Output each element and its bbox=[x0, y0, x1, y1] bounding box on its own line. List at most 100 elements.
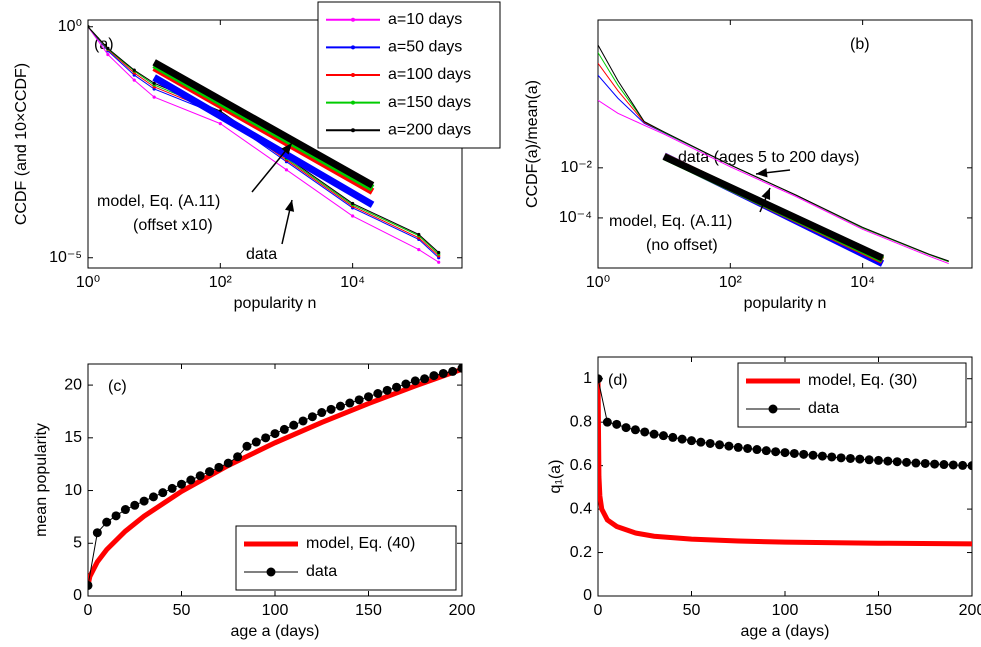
y-tick-label: 5 bbox=[73, 534, 82, 551]
data-point bbox=[920, 458, 930, 468]
model-line bbox=[152, 59, 375, 189]
legend-marker bbox=[351, 45, 355, 50]
data-point bbox=[307, 412, 317, 422]
data-point bbox=[351, 201, 355, 206]
data-point bbox=[392, 382, 402, 392]
legend-label: a=100 days bbox=[388, 66, 471, 83]
data-point bbox=[132, 68, 136, 72]
x-tick-label: 50 bbox=[173, 602, 191, 619]
data-point bbox=[410, 376, 420, 386]
data-point bbox=[401, 379, 411, 389]
model-line bbox=[662, 153, 885, 262]
data-point bbox=[649, 429, 659, 439]
data-point bbox=[752, 445, 762, 455]
data-point bbox=[132, 78, 136, 82]
annotation: (offset x10) bbox=[133, 217, 213, 234]
x-axis-label: age a (days) bbox=[741, 623, 830, 640]
data-point bbox=[92, 528, 102, 538]
series-line bbox=[598, 44, 949, 262]
panel: 10⁰ 10² 10⁴ 10⁻⁵ 10⁰ popularity n CCDF (and 10… bbox=[13, 1, 501, 312]
data-point bbox=[658, 431, 668, 441]
data-point bbox=[761, 446, 771, 456]
panel: 0 50 100 150 200 0 0.2 0.4 0.6 0.8 1 age a (days) q₁… bbox=[547, 356, 981, 640]
panel: 10⁰ 10² 10⁴ 10⁻⁴ 10⁻² popularity n CCDF(a)/mea… bbox=[524, 19, 973, 312]
x-tick-label: 150 bbox=[355, 602, 382, 619]
series-line bbox=[598, 378, 972, 547]
data-point bbox=[382, 385, 392, 395]
plot-area bbox=[88, 364, 462, 590]
legend-label: a=50 days bbox=[388, 39, 462, 56]
data-point bbox=[420, 374, 430, 384]
data-point bbox=[696, 437, 706, 447]
annotation: model, Eq. (A.11) bbox=[97, 193, 220, 210]
data-point bbox=[242, 441, 252, 451]
y-tick-label: 0 bbox=[73, 587, 82, 604]
data-point bbox=[251, 437, 261, 447]
y-axis-label: CCDF(a)/mean(a) bbox=[524, 80, 541, 208]
data-point bbox=[289, 420, 299, 430]
legend-marker bbox=[351, 100, 355, 105]
data-point bbox=[602, 417, 612, 427]
x-tick-label: 10² bbox=[209, 274, 233, 291]
data-point bbox=[743, 443, 753, 453]
model-line bbox=[152, 74, 375, 208]
panel: 0 50 100 150 200 0 5 10 15 20 age a (days) mean pop… bbox=[33, 363, 476, 640]
arrow-head bbox=[761, 188, 771, 200]
plot-area bbox=[598, 374, 972, 547]
data-point bbox=[827, 452, 837, 462]
data-point bbox=[780, 448, 790, 458]
y-tick-label: 20 bbox=[64, 376, 82, 393]
plot-area bbox=[598, 44, 949, 267]
data-point bbox=[817, 451, 827, 461]
series-line bbox=[598, 74, 949, 263]
legend: model, Eq. (40) data bbox=[235, 525, 457, 591]
data-point bbox=[177, 479, 186, 489]
annotation: (no offset) bbox=[646, 237, 718, 254]
arrow-head bbox=[284, 200, 295, 212]
annotation: data (ages 5 to 200 days) bbox=[678, 149, 859, 166]
x-tick-label: 50 bbox=[683, 602, 701, 619]
arrow-head bbox=[756, 168, 768, 178]
data-point bbox=[106, 46, 110, 50]
x-tick-label: 10⁴ bbox=[850, 274, 875, 291]
data-point bbox=[195, 471, 205, 481]
x-tick-label: 100 bbox=[772, 602, 799, 619]
legend-label: a=200 days bbox=[388, 121, 471, 138]
data-point bbox=[845, 453, 855, 463]
y-tick-label: 0.6 bbox=[570, 457, 592, 474]
data-point bbox=[139, 496, 149, 506]
y-tick-label: 10⁻⁴ bbox=[559, 209, 592, 226]
data-point bbox=[437, 260, 441, 264]
data-point bbox=[598, 374, 603, 384]
data-point bbox=[373, 389, 383, 399]
y-tick-label: 10 bbox=[64, 482, 82, 499]
annotation: data bbox=[246, 246, 277, 263]
data-point bbox=[892, 457, 902, 467]
y-tick-label: 10⁰ bbox=[58, 18, 82, 35]
x-axis-label: popularity n bbox=[234, 295, 317, 312]
panel-label: (c) bbox=[108, 378, 127, 395]
annotations: (a) model, Eq. (A.11) (offset x10) data … bbox=[94, 36, 870, 395]
legend-box bbox=[737, 362, 967, 428]
y-tick-label: 10⁻⁵ bbox=[49, 249, 82, 266]
data-point bbox=[687, 436, 696, 446]
legend-label: data bbox=[306, 563, 337, 580]
data-point bbox=[326, 404, 336, 414]
data-point bbox=[120, 505, 130, 515]
data-point bbox=[930, 459, 940, 469]
data-point bbox=[335, 401, 345, 411]
x-axis-label: popularity n bbox=[744, 295, 827, 312]
y-tick-label: 0.8 bbox=[570, 413, 592, 430]
y-tick-label: 15 bbox=[64, 429, 82, 446]
data-point bbox=[233, 452, 243, 462]
legend-box bbox=[235, 525, 457, 591]
panel-label: (b) bbox=[850, 36, 870, 53]
data-point bbox=[130, 500, 140, 510]
x-tick-label: 200 bbox=[449, 602, 476, 619]
plot-area bbox=[88, 25, 441, 264]
y-axis-label: CCDF (and 10×CCDF) bbox=[13, 63, 30, 225]
x-tick-label: 10² bbox=[719, 274, 743, 291]
y-tick-label: 1 bbox=[583, 370, 592, 387]
legend-marker bbox=[266, 567, 276, 577]
